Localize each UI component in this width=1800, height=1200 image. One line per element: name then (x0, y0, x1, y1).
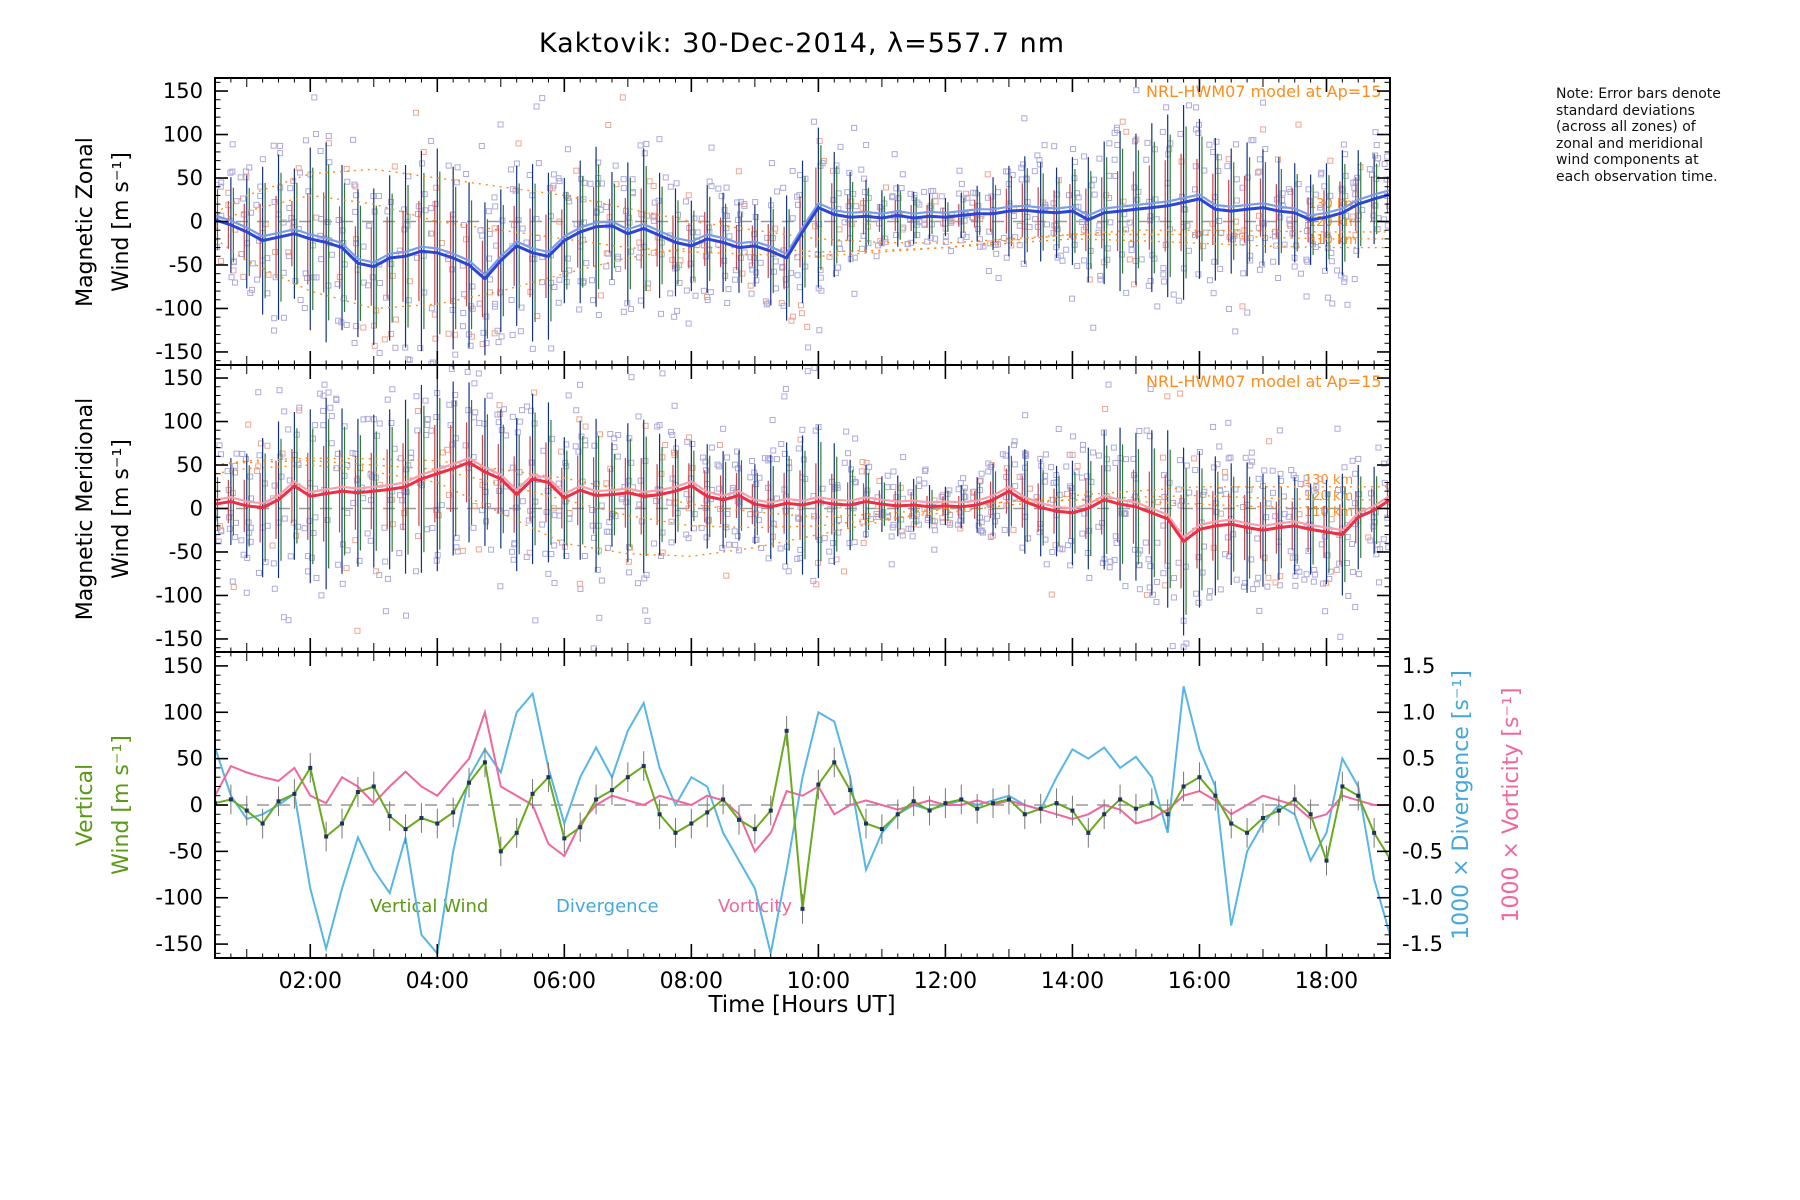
errorbars-vertical-wind (215, 715, 1390, 924)
xtick-label: 18:00 (1295, 969, 1358, 994)
ytick-label: -50 (169, 540, 203, 564)
ytick-label: 50 (176, 166, 203, 190)
ytick-label: 0 (190, 497, 203, 521)
xlabel-time: Time [Hours UT] (707, 992, 895, 1018)
ytick-label: 50 (176, 453, 203, 477)
ytick-label: -50 (169, 839, 203, 863)
ylabel-zonal-line1: Magnetic Zonal (73, 137, 98, 307)
panel-vertical-wind-divergence-vorticity: -150 -100 -50 0 50 100 150 02:00 04:00 06:00 08:00… (155, 651, 1443, 994)
right-tick-label: 0.0 (1402, 793, 1435, 817)
model-curve-alt_130 (215, 457, 1390, 518)
line-divergence (215, 686, 1390, 956)
ytick-label: 100 (163, 410, 203, 434)
ytick-label: 150 (163, 366, 203, 390)
legend-vorticity: Vorticity (718, 896, 792, 917)
right-tick-label: 0.5 (1402, 747, 1435, 771)
panel-magnetic-meridional-wind: -150 -100 -50 0 50 100 150 (155, 364, 1391, 653)
model-curve-alt_130 (215, 168, 1390, 244)
xtick-label: 06:00 (533, 969, 596, 994)
ytick-label: -100 (155, 583, 203, 607)
xtick-label: 10:00 (787, 969, 850, 994)
legend-vertical-wind: Vertical Wind (370, 896, 488, 917)
line-zonal-wind (215, 193, 1390, 282)
ytick-label: -50 (169, 253, 203, 277)
ylabel-zonal-line2: Wind [m s⁻¹] (109, 152, 134, 292)
ylabel-divergence: 1000 × Divergence [s⁻¹] (1449, 670, 1474, 940)
line-vertical-wind (215, 730, 1390, 910)
legend-divergence: Divergence (556, 896, 659, 917)
xtick-label: 12:00 (914, 969, 977, 994)
xtick-label: 02:00 (279, 969, 342, 994)
ytick-label: 100 (163, 123, 203, 147)
xtick-label: 04:00 (406, 969, 469, 994)
panel-magnetic-zonal-wind: -150 -100 -50 0 50 100 150 (155, 77, 1391, 366)
right-tick-label: -0.5 (1402, 839, 1443, 863)
markers-vertical-wind (215, 728, 1390, 911)
right-tick-label: 1.0 (1402, 700, 1435, 724)
line-vorticity (215, 708, 1390, 858)
chart-title: Kaktovik: 30-Dec-2014, λ=557.7 nm (539, 28, 1065, 59)
ytick-label: 150 (163, 79, 203, 103)
ylabel-meridional-line2: Wind [m s⁻¹] (109, 439, 134, 579)
ytick-label: 50 (176, 747, 203, 771)
ytick-label: 0 (190, 210, 203, 234)
ytick-label: 0 (190, 793, 203, 817)
ytick-label: 150 (163, 654, 203, 678)
right-tick-label: 1.5 (1402, 654, 1435, 678)
model-label-meridional: NRL-HWM07 model at Ap=15 (1146, 372, 1382, 391)
ylabel-meridional-line1: Magnetic Meridional (73, 398, 98, 620)
right-tick-label: -1.5 (1402, 932, 1443, 956)
model-curve-alt_120 (215, 459, 1390, 529)
note-text: Note: Error bars denote standard deviati… (1556, 86, 1721, 185)
xtick-label: 16:00 (1168, 969, 1231, 994)
ytick-label: -150 (155, 932, 203, 956)
ytick-label: -100 (155, 296, 203, 320)
model-curve-alt_110 (215, 464, 1390, 558)
line-meridional-wind-light (215, 456, 1390, 539)
ytick-label: 100 (163, 700, 203, 724)
line-meridional-wind (215, 460, 1390, 544)
alt-label-130-meridional: 130 km (1304, 473, 1353, 488)
right-tick-label: -1.0 (1402, 886, 1443, 910)
ylabel-vertical-line2: Wind [m s⁻¹] (109, 735, 134, 875)
xtick-label: 08:00 (660, 969, 723, 994)
ytick-label: -150 (155, 340, 203, 364)
model-label-zonal: NRL-HWM07 model at Ap=15 (1146, 82, 1382, 101)
ylabel-vorticity: 1000 × Vorticity [s⁻¹] (1499, 688, 1524, 923)
ytick-label: -150 (155, 627, 203, 651)
ylabel-vertical-line1: Vertical (73, 764, 98, 846)
line-zonal-wind-light (215, 189, 1390, 277)
ytick-label: -100 (155, 886, 203, 910)
xtick-label: 14:00 (1041, 969, 1104, 994)
